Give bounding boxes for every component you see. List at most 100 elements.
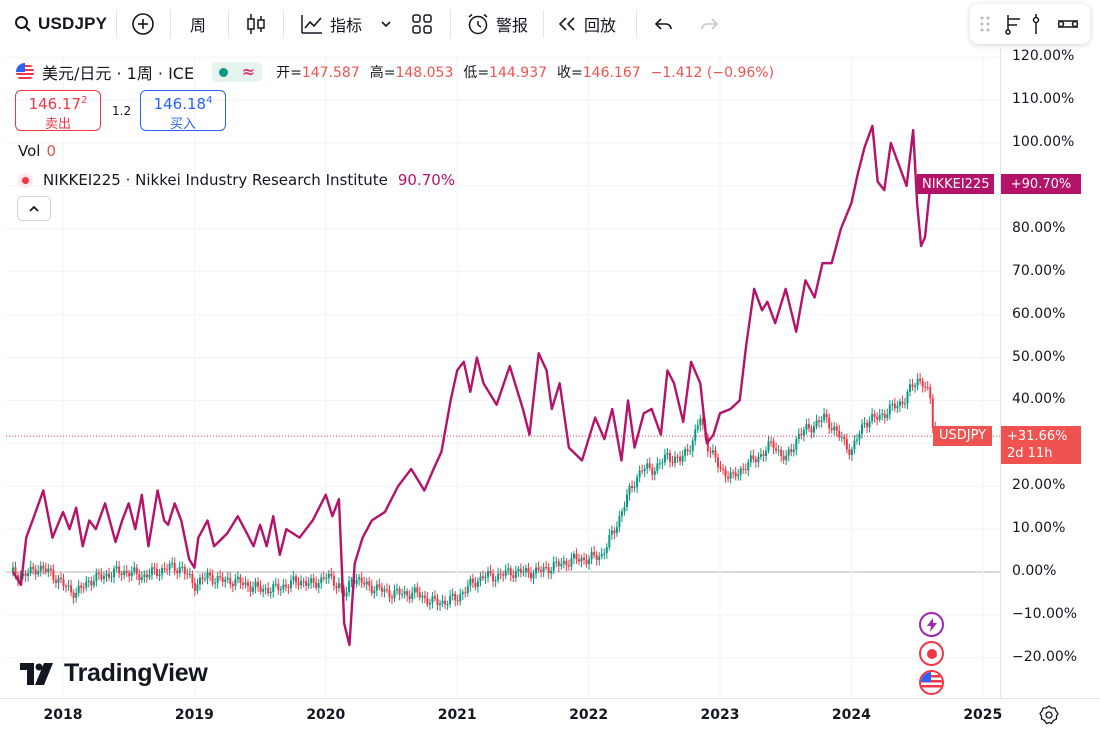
fib-tool-icon[interactable] (1002, 12, 1026, 36)
candle-body (487, 571, 490, 577)
candle-body (393, 590, 396, 599)
candle-body (249, 586, 252, 592)
chart-type-button[interactable] (245, 9, 267, 39)
alert-button[interactable]: 警报 (466, 9, 528, 39)
candle-body (330, 573, 333, 577)
x-tick-label: 2024 (831, 707, 871, 723)
candle-body (489, 571, 492, 574)
symbol-search[interactable]: USDJPY (14, 9, 107, 39)
candle-body (739, 468, 742, 475)
low-value: 144.937 (489, 65, 548, 81)
open-value: 147.587 (301, 65, 360, 81)
vertical-line-tool-icon[interactable] (1024, 12, 1048, 36)
candle-body (252, 587, 255, 592)
volume-legend[interactable]: Vol 0 (18, 142, 56, 160)
candle-body (595, 555, 598, 561)
y-tick-label: 50.00% (1012, 348, 1066, 365)
interval-button[interactable]: 周 (190, 9, 206, 39)
nikkei-scale-label: +90.70% (1001, 174, 1081, 194)
candle-body (818, 420, 821, 423)
candle-body (770, 441, 773, 443)
candle-body (497, 573, 500, 581)
watermark-text: TradingView (64, 659, 208, 687)
candle-body (825, 413, 828, 418)
candle-body (206, 572, 209, 579)
candle-body (896, 405, 899, 409)
y-tick-label: −20.00% (1012, 648, 1078, 665)
candle-body (929, 387, 932, 399)
candle-body (481, 576, 484, 579)
candle-body (148, 574, 151, 578)
sell-button[interactable]: 146.172 卖出 (15, 90, 101, 132)
candle-body (44, 568, 47, 572)
candle-body (388, 589, 391, 598)
usdjpy-price-tag: USDJPY (933, 426, 993, 446)
usdjpy-tag-name: USDJPY (939, 428, 987, 443)
candle-body (120, 573, 123, 576)
pair-title[interactable]: 美元/日元 · 1周 · ICE (42, 64, 195, 83)
candle-body (90, 580, 93, 586)
tradingview-watermark[interactable]: TradingView (20, 659, 208, 688)
candle-body (196, 584, 199, 591)
candle-body (545, 567, 548, 569)
candle-body (507, 568, 510, 571)
candle-body (310, 578, 313, 584)
candle-body (284, 584, 287, 587)
candle-body (411, 592, 414, 600)
candle-body (540, 569, 543, 572)
drag-handle-icon[interactable] (978, 12, 992, 36)
candle-body (689, 451, 692, 453)
chevron-down-icon (381, 21, 391, 28)
candle-body (135, 567, 138, 574)
indicators-icon (301, 15, 322, 34)
candle-body (358, 577, 361, 580)
events-badge[interactable] (919, 612, 944, 637)
market-status[interactable]: ≈ (212, 62, 263, 82)
trend-tool-icon[interactable] (1056, 12, 1080, 36)
collapse-legend-button[interactable] (17, 196, 51, 221)
x-tick-label: 2021 (437, 707, 477, 723)
indicators-dropdown[interactable] (380, 9, 392, 39)
candle-body (886, 414, 889, 418)
layout-button[interactable] (411, 9, 433, 39)
candle-body (29, 566, 32, 574)
candle-body (866, 422, 869, 428)
candle-body (241, 582, 244, 585)
candle-body (620, 511, 623, 517)
lightning-icon (926, 617, 937, 632)
delayed-data-icon: ≈ (241, 62, 256, 81)
economic-event-badge[interactable] (919, 670, 944, 695)
compare-add-button[interactable] (131, 9, 155, 39)
y-tick-label: 40.00% (1012, 391, 1066, 408)
candle-body (469, 578, 472, 586)
candle-body (509, 568, 512, 576)
gear-icon[interactable] (1039, 705, 1059, 725)
candle-body (337, 583, 340, 588)
undo-button[interactable] (653, 9, 675, 39)
replay-button[interactable]: 回放 (556, 9, 616, 39)
candle-body (555, 561, 558, 563)
candle-body (459, 594, 462, 602)
compare-legend[interactable]: NIKKEI225 · Nikkei Industry Research Ins… (18, 171, 455, 189)
candle-body (471, 578, 474, 583)
candle-body (603, 553, 606, 555)
buy-button[interactable]: 146.184 买入 (140, 90, 226, 132)
x-tick-label: 2025 (963, 707, 1003, 723)
toolbar-divider (116, 10, 117, 38)
indicators-button[interactable]: 指标 (300, 9, 362, 39)
candle-body (138, 573, 141, 581)
us-flag-icon (921, 672, 942, 693)
x-tick-label: 2019 (174, 707, 214, 723)
y-tick-label: 10.00% (1012, 520, 1066, 537)
candle-body (835, 426, 838, 431)
toolbar-divider (228, 10, 229, 38)
candle-body (307, 583, 310, 586)
candle-body (113, 568, 116, 578)
recording-badge[interactable] (919, 641, 944, 666)
redo-button[interactable] (698, 9, 720, 39)
candle-body (476, 581, 479, 587)
candle-body (706, 437, 709, 452)
candle-body (906, 391, 909, 404)
candle-body (446, 603, 449, 605)
